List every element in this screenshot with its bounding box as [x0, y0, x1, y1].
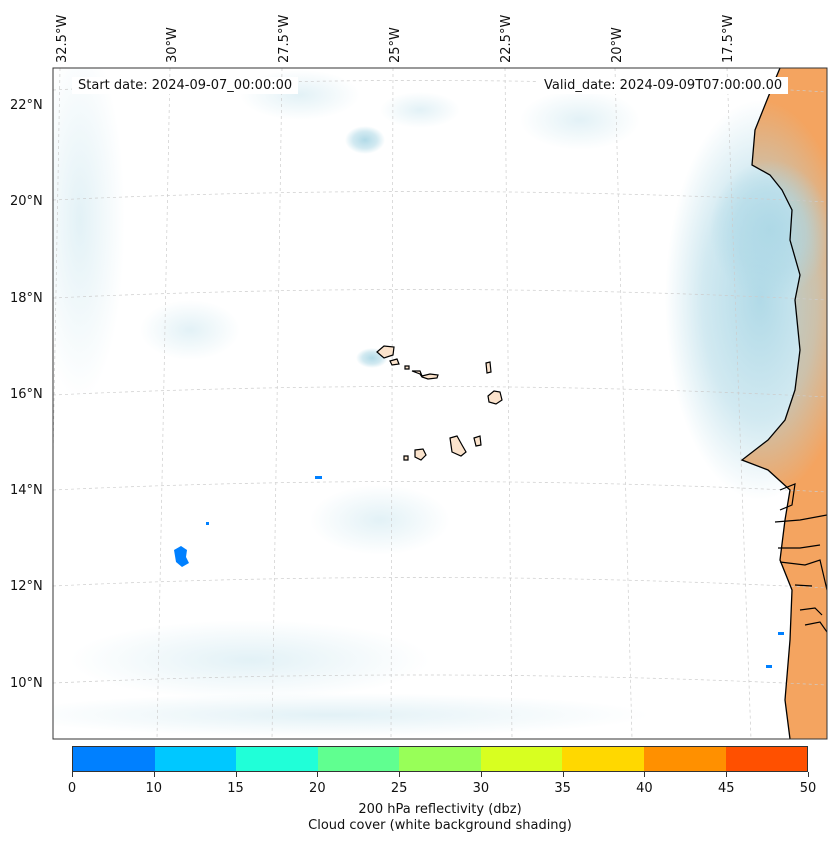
colorbar-tick-label: 30 [472, 781, 490, 796]
colorbar-tick [808, 772, 809, 777]
reflectivity-cell [206, 522, 209, 525]
island-boa-vista [487, 390, 503, 405]
colorbar-segment [562, 747, 644, 771]
island-santiago [449, 435, 467, 457]
colorbar-tick-label: 10 [145, 781, 163, 796]
colorbar-tick [480, 772, 482, 777]
colorbar-tick-label: 40 [636, 781, 653, 796]
latitude-label: 20°N [10, 194, 43, 209]
latitude-label: 22°N [10, 98, 43, 113]
latitude-label: 18°N [10, 291, 43, 306]
longitude-label: 20°W [610, 27, 625, 63]
island-santo-antao [376, 345, 395, 359]
colorbar-label: 200 hPa reflectivity (dbz) [358, 802, 522, 817]
colorbar-segment [236, 747, 318, 771]
cloud-cover-note: Cloud cover (white background shading) [308, 818, 572, 833]
reflectivity-cell [778, 632, 784, 635]
colorbar-tick [399, 772, 401, 777]
colorbar-tick-label: 35 [554, 781, 571, 796]
africa-coastline [740, 68, 801, 739]
valid-date-label: Valid_date: 2024-09-09T07:00:00.00 [538, 77, 789, 94]
colorbar-segment [480, 747, 563, 771]
reflectivity-cell [174, 546, 189, 567]
colorbar-tick [153, 772, 155, 777]
colorbar-tick-label: 15 [227, 781, 244, 796]
reflectivity-cells [174, 476, 784, 668]
reflectivity-colorbar [72, 746, 808, 772]
island-maio [473, 435, 482, 447]
latitude-label: 14°N [10, 483, 43, 498]
colorbar-tick-label: 25 [390, 781, 408, 796]
colorbar-segment [73, 747, 155, 771]
colorbar-segment [154, 747, 237, 771]
colorbar-tick-label: 0 [67, 781, 77, 796]
longitude-label: 32.5°W [55, 14, 70, 63]
cloud-cover-shading [53, 68, 827, 737]
colorbar-tick [235, 772, 237, 777]
colorbar-segment [643, 747, 726, 771]
island-santa-luzia [404, 365, 410, 370]
latitude-label: 16°N [10, 387, 43, 402]
start-date-label: Start date: 2024-09-07_00:00:00 [72, 77, 299, 94]
colorbar-tick [72, 772, 73, 777]
latitude-label: 10°N [10, 676, 43, 691]
island-sal [485, 361, 492, 374]
colorbar-segment [725, 747, 808, 771]
island-sao-nicolau [411, 370, 439, 380]
colorbar-tick-label: 45 [717, 781, 735, 796]
colorbar-tick [562, 772, 564, 777]
colorbar-tick [644, 772, 646, 777]
cape-verde-islands [376, 345, 503, 461]
reflectivity-cell [766, 665, 772, 668]
island-fogo [414, 448, 427, 461]
west-africa-border-lines [774, 483, 827, 633]
map-frame [52, 67, 828, 740]
colorbar-tick-label: 50 [799, 781, 817, 796]
latitude-label: 12°N [10, 579, 43, 594]
longitude-label: 30°W [165, 27, 180, 63]
island-sao-vicente [389, 358, 400, 366]
reflectivity-cell [315, 476, 322, 479]
colorbar-tick-label: 20 [309, 781, 326, 796]
colorbar-segment [317, 747, 400, 771]
longitude-label: 22.5°W [499, 14, 514, 63]
map-layers [53, 68, 827, 739]
colorbar-segment [399, 747, 481, 771]
colorbar-tick [726, 772, 728, 777]
longitude-label: 27.5°W [277, 14, 292, 63]
colorbar-tick [317, 772, 319, 777]
island-brava [403, 455, 409, 461]
longitude-label: 17.5°W [721, 14, 736, 63]
longitude-label: 25°W [388, 27, 403, 63]
